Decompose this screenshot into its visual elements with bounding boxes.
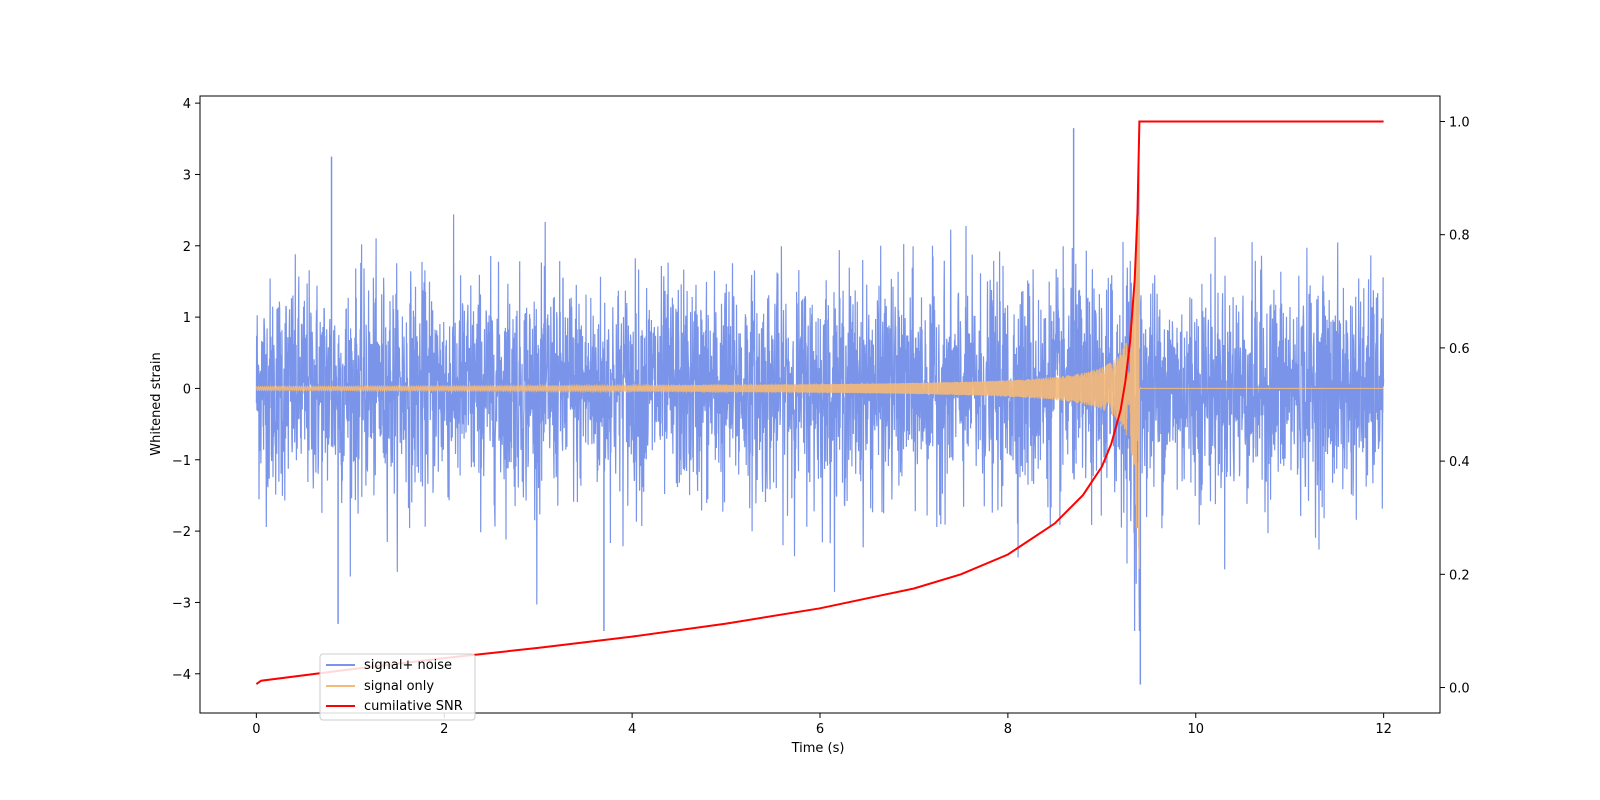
y-axis-label: Whitened strain — [149, 352, 164, 455]
y2-tick-label: 0.8 — [1449, 229, 1470, 244]
series-signal-noise-line — [255, 142, 1385, 632]
legend-label-signal-only: signal only — [364, 679, 434, 694]
y2-tick-label: 0.0 — [1449, 682, 1470, 697]
y2-tick-label: 0.6 — [1449, 342, 1470, 357]
legend: signal+ noise signal only cumilative SNR — [319, 653, 476, 721]
y-tick-label: 0 — [183, 382, 191, 397]
y-tick-label: 2 — [183, 240, 191, 255]
y2-tick-label: 0.4 — [1449, 455, 1470, 470]
x-tick-label: 0 — [252, 722, 260, 737]
series-signal-only-line — [256, 215, 1384, 569]
x-tick-label: 2 — [440, 722, 448, 737]
y-tick-label: −2 — [172, 525, 191, 540]
y2-tick-label: 0.2 — [1449, 568, 1470, 583]
legend-box — [319, 653, 476, 721]
y-axis-right: 0.0 0.2 0.4 0.6 0.8 1.0 — [1440, 115, 1470, 697]
y-tick-label: 4 — [183, 97, 191, 112]
series-layer — [255, 120, 1385, 685]
y-tick-label: −4 — [172, 668, 191, 683]
series-cumulative-snr-line — [255, 120, 1384, 685]
x-tick-label: 4 — [628, 722, 636, 737]
y-tick-label: −1 — [172, 454, 191, 469]
x-tick-label: 10 — [1187, 722, 1204, 737]
x-tick-label: 8 — [1004, 722, 1012, 737]
y-tick-label: −3 — [172, 596, 191, 611]
x-axis-label: Time (s) — [791, 741, 845, 756]
x-tick-label: 12 — [1375, 722, 1392, 737]
x-tick-label: 6 — [816, 722, 824, 737]
y-axis-left: −4 −3 −2 −1 0 1 2 3 4 — [172, 97, 200, 683]
y2-tick-label: 1.0 — [1449, 115, 1470, 130]
y-tick-label: 1 — [183, 311, 191, 326]
legend-label-signal-noise: signal+ noise — [364, 658, 452, 673]
legend-label-cumulative-snr: cumilative SNR — [364, 699, 463, 714]
y-tick-label: 3 — [183, 168, 191, 183]
